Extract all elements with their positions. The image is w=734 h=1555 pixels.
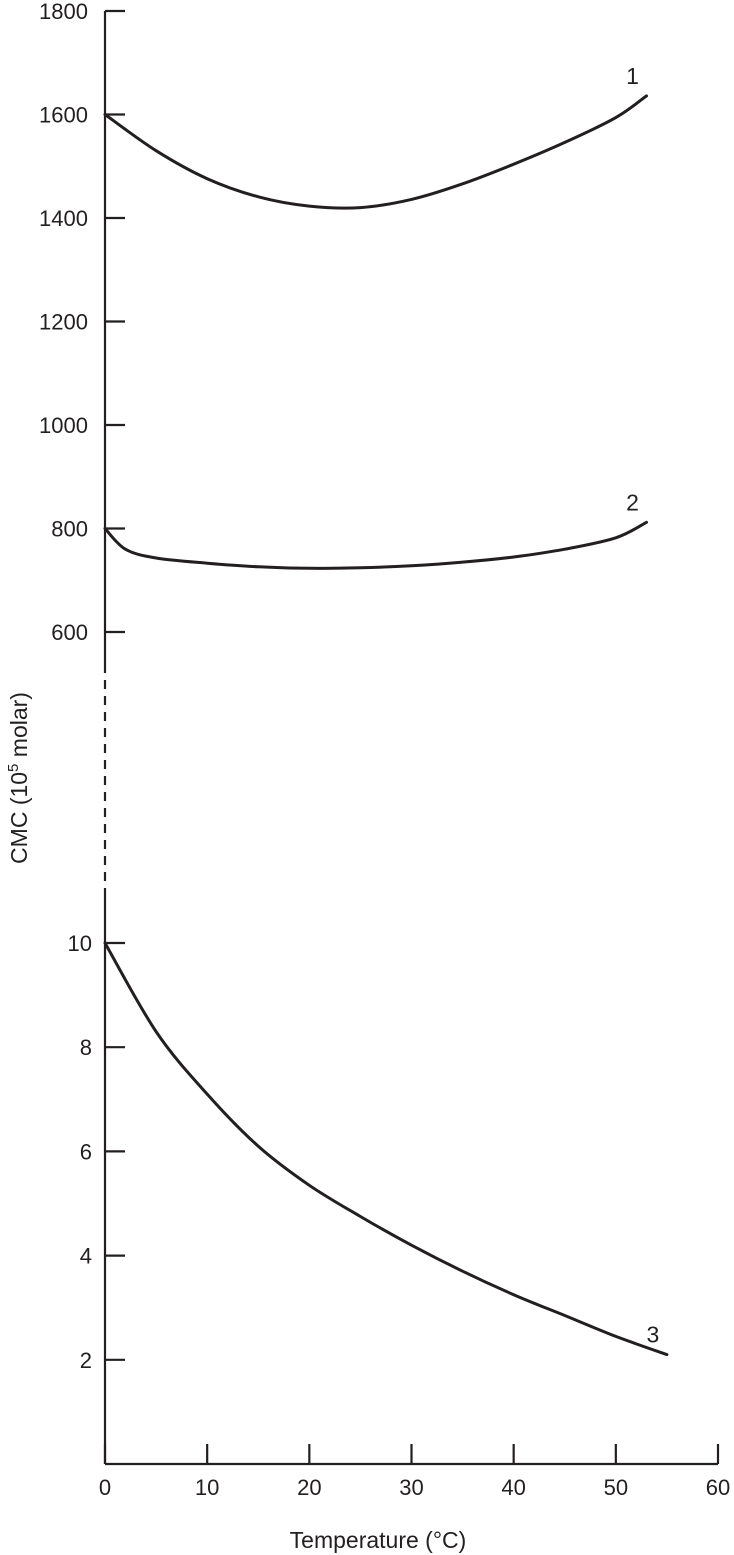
x-tick-label-50: 50 [604, 1475, 628, 1500]
series-line-2 [103, 520, 648, 570]
y-tick-label-1800: 1800 [39, 0, 88, 24]
y-tick-label-1200: 1200 [39, 310, 88, 335]
series-label-3: 3 [647, 1322, 660, 1348]
x-tick-label-30: 30 [399, 1475, 423, 1500]
x-axis-title: Temperature (°C) [290, 1527, 467, 1553]
x-axis-ticks: 0 10 20 30 40 50 60 [99, 1444, 730, 1500]
y-axis-ticks: 600 800 1000 1200 1400 1600 1800 2 4 6 8 10 [39, 0, 125, 1373]
y-axis-title-suffix: molar) [6, 692, 32, 764]
y-tick-label-lower-6: 6 [80, 1139, 92, 1164]
y-tick-label-1600: 1600 [39, 103, 88, 128]
series-line-3 [103, 941, 669, 1357]
plot-area: 1 2 3 [103, 63, 669, 1357]
y-axis-title: CMC (105 molar) [5, 692, 32, 864]
x-tick-label-10: 10 [195, 1475, 219, 1500]
y-axis-title-superscript: 5 [5, 764, 22, 772]
y-tick-label-800: 800 [51, 517, 88, 542]
series-label-2: 2 [626, 489, 639, 515]
y-tick-label-lower-10: 10 [68, 931, 92, 956]
y-tick-label-1400: 1400 [39, 206, 88, 231]
x-tick-label-60: 60 [706, 1475, 730, 1500]
x-tick-label-0: 0 [99, 1475, 111, 1500]
series-label-1: 1 [626, 63, 639, 89]
x-tick-label-20: 20 [297, 1475, 321, 1500]
y-tick-label-600: 600 [51, 620, 88, 645]
series-line-1 [103, 94, 648, 210]
y-tick-label-lower-8: 8 [80, 1035, 92, 1060]
y-tick-label-lower-4: 4 [80, 1244, 92, 1269]
y-axis-title-main: CMC (10 [6, 772, 32, 864]
y-tick-label-lower-2: 2 [80, 1348, 92, 1373]
y-tick-label-1000: 1000 [39, 413, 88, 438]
x-tick-label-40: 40 [501, 1475, 525, 1500]
